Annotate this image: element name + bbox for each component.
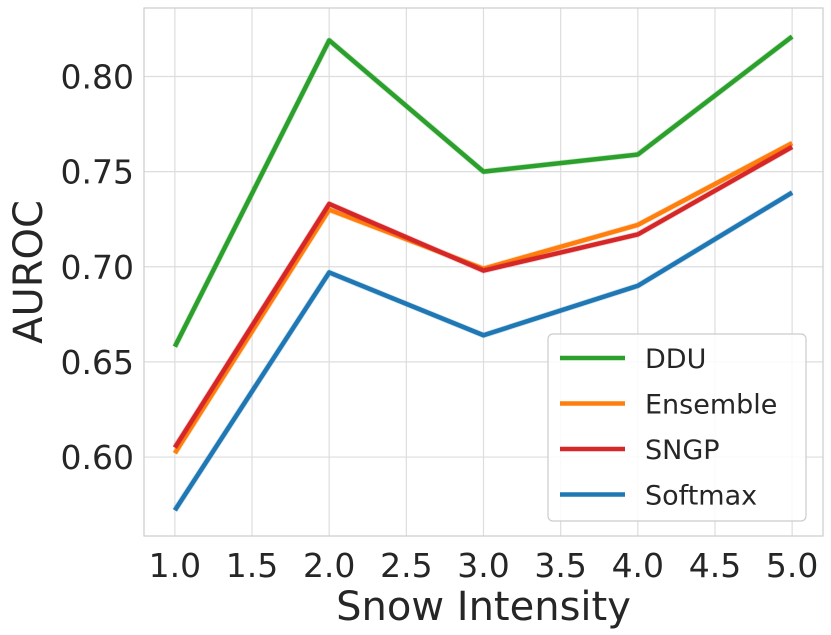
x-tick-label: 1.5 xyxy=(226,546,278,585)
legend-label: SNGP xyxy=(645,435,720,466)
x-tick-label: 4.0 xyxy=(612,546,664,585)
x-tick-label: 5.0 xyxy=(766,546,818,585)
legend: DDU Ensemble SNGP Softmax xyxy=(547,333,807,522)
legend-box xyxy=(547,333,807,522)
legend-label: Ensemble xyxy=(645,390,777,421)
x-ticks: 1.0 1.5 2.0 2.5 3.0 3.5 4.0 4.5 5.0 xyxy=(149,546,819,585)
x-tick-label: 2.5 xyxy=(380,546,432,585)
x-tick-label: 1.0 xyxy=(149,546,201,585)
y-tick-label: 0.80 xyxy=(61,57,134,96)
y-tick-label: 0.60 xyxy=(61,438,134,477)
x-tick-label: 4.5 xyxy=(689,546,741,585)
legend-label: DDU xyxy=(645,344,706,375)
y-tick-label: 0.70 xyxy=(61,248,134,287)
y-ticks: 0.60 0.65 0.70 0.75 0.80 xyxy=(61,57,134,477)
x-tick-label: 3.0 xyxy=(457,546,509,585)
x-tick-label: 2.0 xyxy=(303,546,355,585)
y-tick-label: 0.75 xyxy=(61,153,134,192)
series-sngp xyxy=(172,144,794,450)
x-axis-label: Snow Intensity xyxy=(336,584,631,630)
series-ddu xyxy=(172,34,794,349)
y-axis-label: AUROC xyxy=(6,200,52,344)
plot-area xyxy=(143,7,824,537)
series-layer xyxy=(172,34,794,512)
legend-label: Softmax xyxy=(645,481,757,512)
y-tick-label: 0.65 xyxy=(61,343,134,382)
x-tick-label: 3.5 xyxy=(534,546,586,585)
series-softmax xyxy=(172,189,794,512)
